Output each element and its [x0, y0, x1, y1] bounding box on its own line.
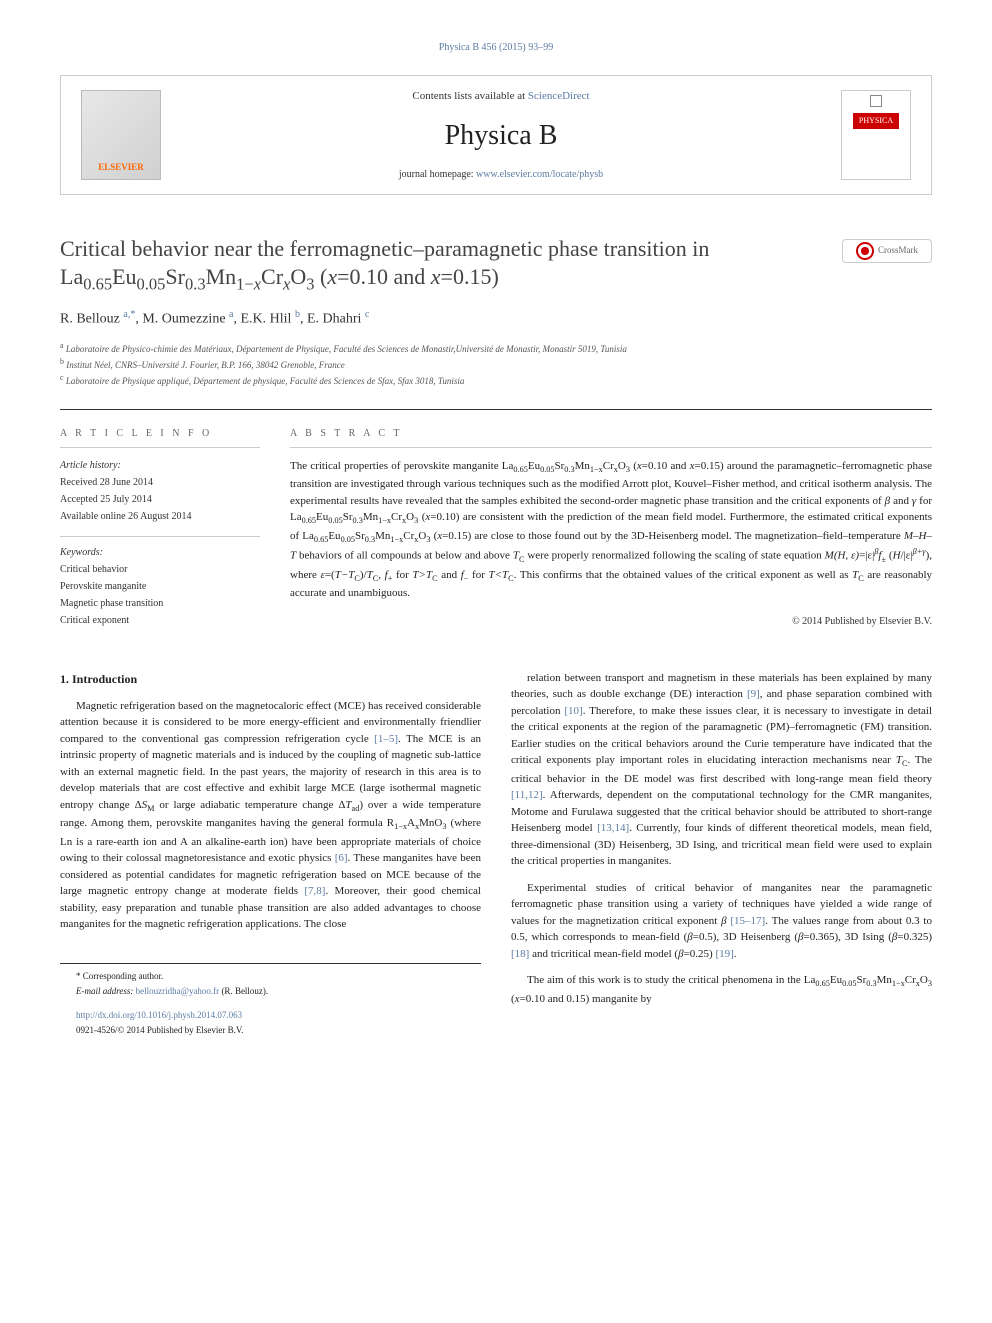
intro-para-4: The aim of this work is to study the cri…: [511, 972, 932, 1007]
header-center: Contents lists available at ScienceDirec…: [161, 88, 841, 182]
abstract: A B S T R A C T The critical properties …: [290, 426, 932, 630]
keyword-3: Critical exponent: [60, 613, 260, 628]
received-date: Received 28 June 2014: [60, 475, 260, 490]
intro-para-3: Experimental studies of critical behavio…: [511, 880, 932, 963]
homepage-prefix: journal homepage:: [399, 169, 476, 180]
affiliation-c: c Laboratoire de Physique appliqué, Dépa…: [60, 372, 932, 388]
online-date: Available online 26 August 2014: [60, 509, 260, 524]
keywords-block: Keywords: Critical behavior Perovskite m…: [60, 536, 260, 628]
email-line: E-mail address: bellouzridha@yahoo.fr (R…: [60, 985, 481, 999]
body-columns: 1. Introduction Magnetic refrigeration b…: [60, 670, 932, 1040]
email-suffix: (R. Bellouz).: [219, 986, 268, 996]
journal-name: Physica B: [161, 115, 841, 157]
info-abstract-row: A R T I C L E I N F O Article history: R…: [60, 409, 932, 630]
affiliations: a Laboratoire de Physico-chimie des Maté…: [60, 340, 932, 389]
journal-cover-thumbnail: PHYSICA: [841, 90, 911, 180]
journal-header-box: ELSEVIER Contents lists available at Sci…: [60, 75, 932, 195]
journal-citation[interactable]: Physica B 456 (2015) 93–99: [60, 40, 932, 55]
section-1-heading: 1. Introduction: [60, 670, 481, 688]
homepage-link[interactable]: www.elsevier.com/locate/physb: [476, 169, 603, 180]
abstract-heading: A B S T R A C T: [290, 426, 932, 448]
article-info-heading: A R T I C L E I N F O: [60, 426, 260, 448]
cover-icon: [870, 95, 882, 107]
doi-link[interactable]: http://dx.doi.org/10.1016/j.physb.2014.0…: [76, 1010, 242, 1020]
keyword-0: Critical behavior: [60, 562, 260, 577]
accepted-date: Accepted 25 July 2014: [60, 492, 260, 507]
contents-line: Contents lists available at ScienceDirec…: [161, 88, 841, 105]
keyword-1: Perovskite manganite: [60, 579, 260, 594]
footer-block: * Corresponding author. E-mail address: …: [60, 963, 481, 1038]
affiliation-b: b Institut Néel, CNRS–Université J. Four…: [60, 356, 932, 372]
intro-para-1: Magnetic refrigeration based on the magn…: [60, 698, 481, 933]
author-email-link[interactable]: bellouzridha@yahoo.fr: [136, 986, 220, 996]
abstract-text: The critical properties of perovskite ma…: [290, 458, 932, 602]
history-label: Article history:: [60, 458, 260, 473]
homepage-line: journal homepage: www.elsevier.com/locat…: [161, 167, 841, 182]
elsevier-logo[interactable]: ELSEVIER: [81, 90, 161, 180]
corresponding-author: * Corresponding author.: [60, 970, 481, 984]
crossmark-badge[interactable]: CrossMark: [842, 239, 932, 263]
author-list: R. Bellouz a,*, M. Oumezzine a, E.K. Hli…: [60, 307, 932, 330]
physica-badge: PHYSICA: [853, 113, 899, 129]
issn-line: 0921-4526/© 2014 Published by Elsevier B…: [60, 1024, 481, 1038]
body-column-left: 1. Introduction Magnetic refrigeration b…: [60, 670, 481, 1040]
body-column-right: relation between transport and magnetism…: [511, 670, 932, 1040]
affiliation-a: a Laboratoire de Physico-chimie des Maté…: [60, 340, 932, 356]
email-label: E-mail address:: [76, 986, 136, 996]
abstract-copyright: © 2014 Published by Elsevier B.V.: [290, 614, 932, 629]
article-info: A R T I C L E I N F O Article history: R…: [60, 426, 260, 630]
contents-prefix: Contents lists available at: [412, 90, 527, 102]
keywords-label: Keywords:: [60, 545, 260, 560]
sciencedirect-link[interactable]: ScienceDirect: [528, 90, 590, 102]
article-title: Critical behavior near the ferromagnetic…: [60, 235, 932, 295]
intro-para-2: relation between transport and magnetism…: [511, 670, 932, 870]
keyword-2: Magnetic phase transition: [60, 596, 260, 611]
